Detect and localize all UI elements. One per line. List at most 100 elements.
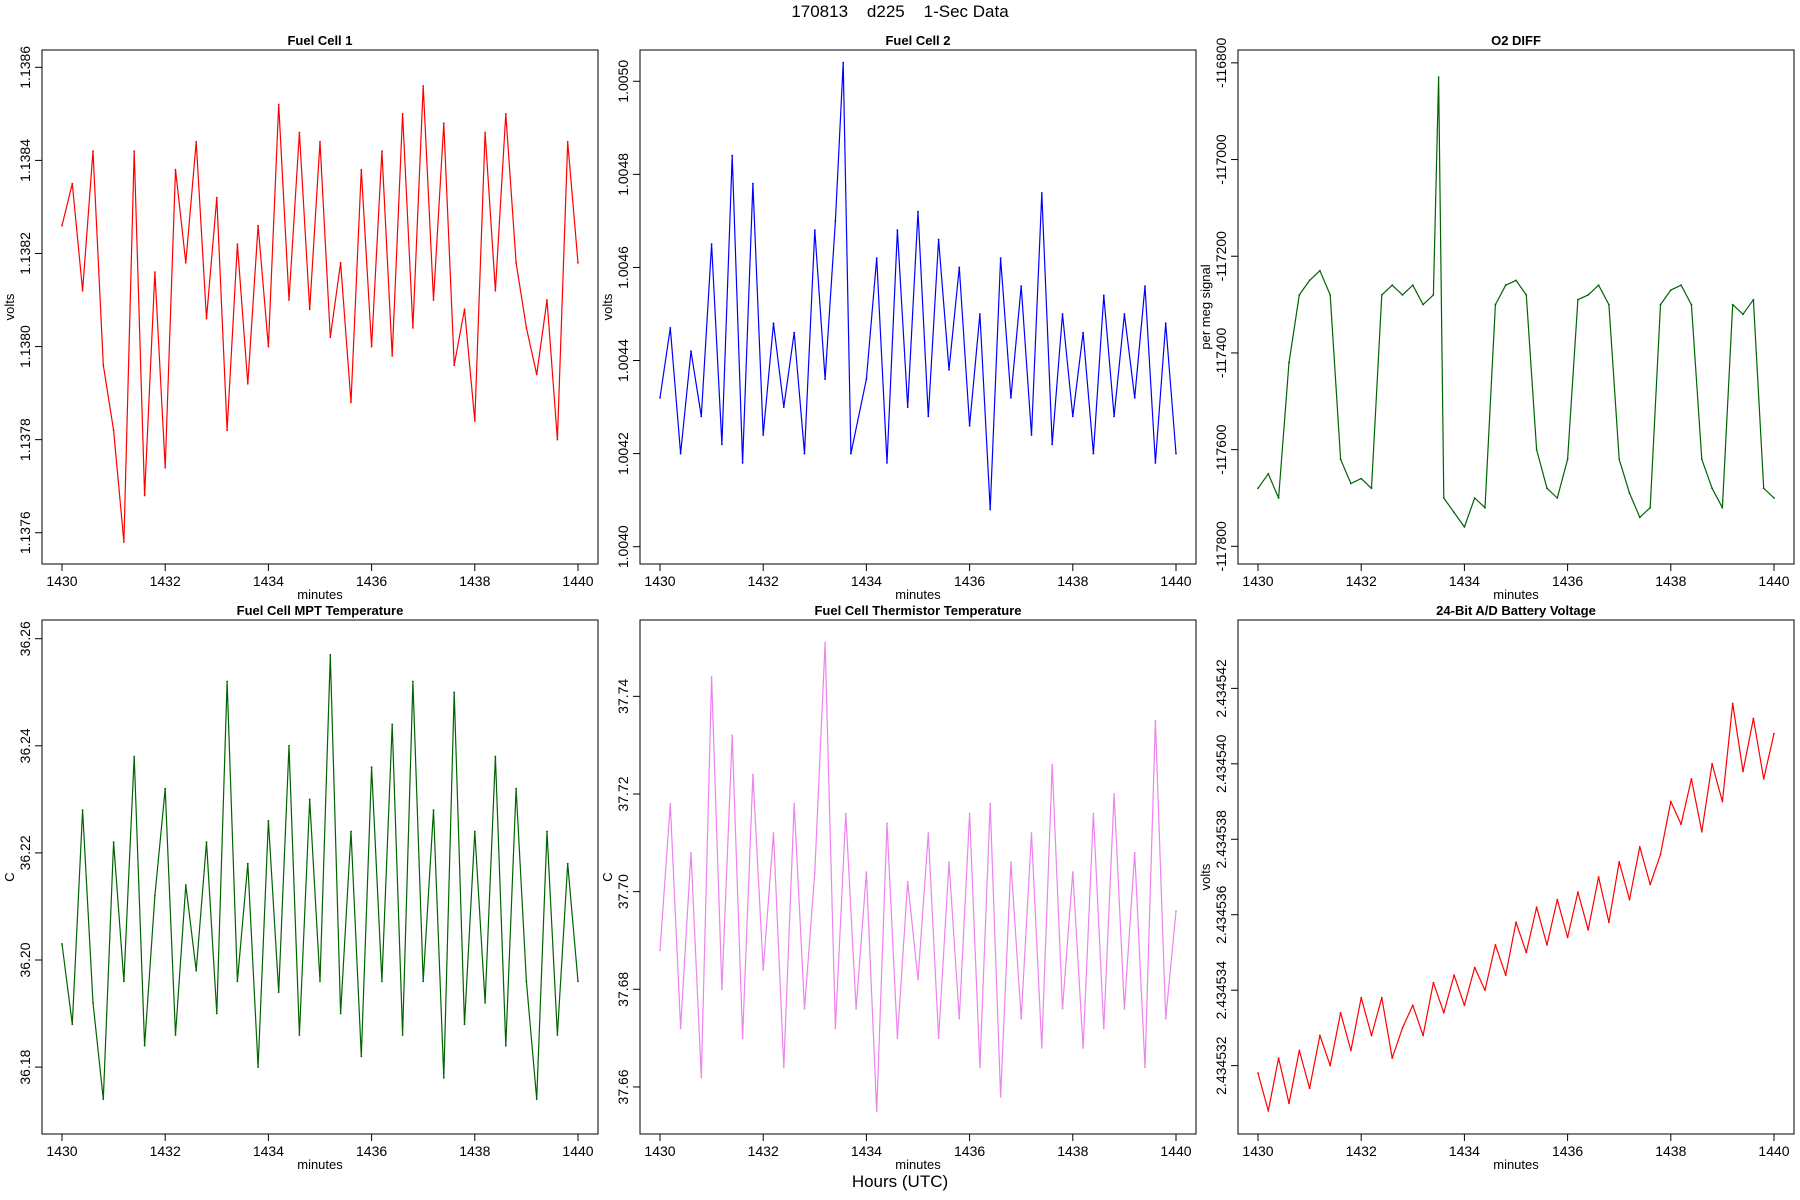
- data-point: [1680, 823, 1682, 826]
- data-point: [246, 862, 249, 865]
- chart-title: Fuel Cell Thermistor Temperature: [814, 603, 1021, 618]
- data-point: [1442, 497, 1445, 499]
- data-point: [1319, 1034, 1321, 1037]
- data-point: [803, 1007, 806, 1010]
- data-point: [927, 832, 930, 834]
- y-tick-label: 1.1380: [17, 325, 33, 368]
- data-point: [741, 462, 744, 464]
- x-axis-label: minutes: [297, 587, 343, 602]
- data-point: [442, 1076, 445, 1079]
- x-tick-label: 1436: [356, 1143, 387, 1159]
- data-point: [1071, 871, 1074, 873]
- data-point: [277, 991, 280, 993]
- x-tick-label: 1440: [1160, 1143, 1191, 1159]
- plot-frame: [639, 619, 1197, 1135]
- data-point: [1669, 289, 1672, 291]
- y-tick-label: -117800: [1213, 521, 1229, 572]
- data-point: [1391, 284, 1394, 287]
- data-point: [1350, 1049, 1352, 1052]
- y-axis-label: C: [600, 872, 615, 881]
- data-point: [1030, 434, 1033, 436]
- data-point: [195, 969, 198, 972]
- data-point: [999, 257, 1002, 259]
- data-point: [215, 196, 218, 199]
- data-point: [1360, 477, 1363, 480]
- data-point: [896, 229, 899, 232]
- chart-title: Fuel Cell MPT Temperature: [237, 603, 404, 618]
- data-point: [154, 894, 156, 897]
- data-point: [772, 322, 775, 325]
- data-point: [1731, 702, 1734, 705]
- data-point: [1432, 981, 1435, 984]
- data-point: [1164, 1017, 1167, 1020]
- y-axis-label: volts: [600, 293, 615, 320]
- data-point: [865, 871, 868, 873]
- x-tick-label: 1432: [1346, 573, 1377, 589]
- data-point: [793, 331, 796, 334]
- data-point: [937, 238, 940, 241]
- data-point: [968, 424, 971, 427]
- data-point: [1525, 951, 1528, 954]
- chart-fuel-cell-2: Fuel Cell 2 1430 1432 1434 1436 1438 1440 minut…: [600, 33, 1197, 602]
- data-point: [865, 378, 868, 380]
- data-point: [1649, 883, 1652, 886]
- series-line: [1257, 76, 1775, 528]
- data-point: [205, 317, 208, 320]
- data-point: [1608, 921, 1610, 924]
- x-tick-label: 1436: [954, 573, 985, 589]
- y-tick-label: 2.434536: [1213, 885, 1229, 944]
- data-point: [1308, 279, 1311, 282]
- data-point: [1380, 294, 1383, 296]
- data-point: [381, 980, 383, 983]
- data-point: [453, 364, 456, 367]
- data-point: [813, 229, 816, 232]
- data-point: [535, 1098, 538, 1101]
- data-point: [1298, 294, 1301, 296]
- data-point: [102, 1098, 105, 1101]
- data-point: [504, 113, 507, 115]
- data-point: [1144, 1066, 1146, 1069]
- data-point: [133, 755, 136, 758]
- data-point: [1453, 511, 1455, 514]
- data-point: [1659, 853, 1662, 856]
- data-point: [226, 429, 229, 432]
- y-tick-label: 36.24: [17, 728, 33, 763]
- y-tick-label: 1.1382: [17, 232, 33, 275]
- data-point: [1102, 1027, 1105, 1030]
- data-point: [535, 373, 538, 376]
- data-point: [1040, 192, 1043, 194]
- data-point: [1535, 906, 1538, 909]
- data-point: [1556, 497, 1559, 499]
- data-point: [1329, 294, 1332, 296]
- data-point: [442, 122, 445, 125]
- x-tick-label: 1432: [748, 1143, 779, 1159]
- data-point: [1566, 936, 1569, 939]
- data-point: [504, 1044, 507, 1047]
- y-tick-label: 1.0044: [615, 339, 631, 382]
- x-tick-label: 1434: [1449, 573, 1480, 589]
- data-point: [494, 755, 497, 758]
- data-point: [205, 841, 208, 844]
- data-point: [277, 103, 280, 106]
- x-tick-label: 1430: [46, 1143, 77, 1159]
- data-point: [1762, 487, 1765, 490]
- data-point: [298, 131, 301, 134]
- x-tick-label: 1432: [1346, 1143, 1377, 1159]
- data-point: [370, 345, 373, 348]
- data-point: [1113, 793, 1115, 795]
- data-point: [1721, 800, 1724, 803]
- data-point: [1659, 303, 1662, 306]
- data-point: [1370, 1034, 1373, 1037]
- y-tick-label: 2.434532: [1213, 1036, 1229, 1095]
- data-point: [1638, 516, 1641, 519]
- data-point: [401, 1034, 404, 1036]
- data-point: [1144, 285, 1146, 287]
- data-point: [1669, 800, 1672, 803]
- data-point: [92, 150, 94, 153]
- chart-title: Fuel Cell 2: [885, 33, 950, 48]
- data-point: [546, 830, 548, 833]
- data-point: [184, 884, 187, 886]
- data-point: [1731, 303, 1734, 306]
- x-axis-label: minutes: [297, 1157, 343, 1172]
- data-point: [1154, 462, 1157, 464]
